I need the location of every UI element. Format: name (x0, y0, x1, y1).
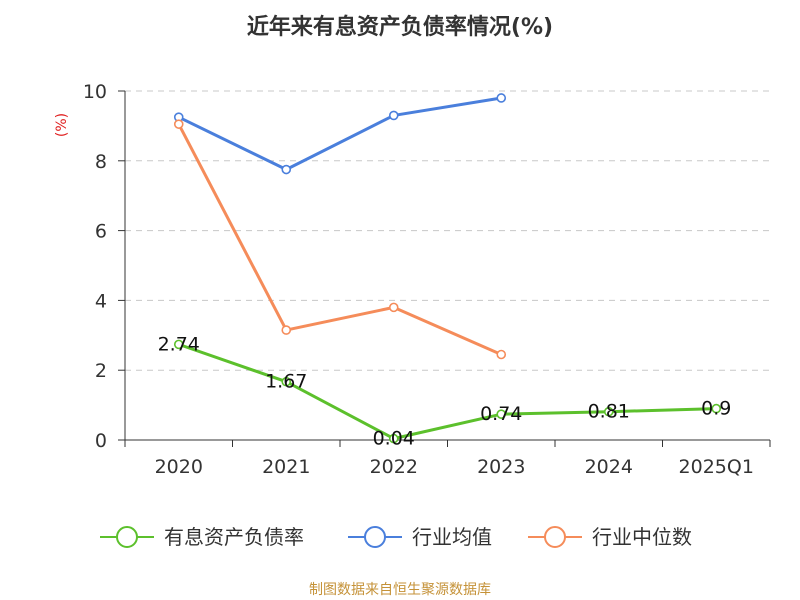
data-point (173, 119, 184, 129)
data-point (281, 376, 292, 387)
data-point (388, 302, 399, 313)
x-tick-label: 2021 (262, 456, 310, 478)
y-tick-label: 0 (95, 430, 107, 452)
source-note: 制图数据来自恒生聚源数据库 (309, 582, 491, 598)
data-point (173, 339, 184, 350)
data-point (711, 403, 722, 414)
legend: 有息资产负债率 行业均值 行业中位数 (100, 525, 692, 549)
y-tick-label: 10 (83, 81, 107, 103)
grid (125, 90, 770, 371)
chart-title: 近年来有息资产负债率情况(%) (247, 14, 553, 40)
x-tick-label: 2025Q1 (679, 456, 754, 478)
data-point (388, 433, 399, 444)
y-tick-label: 2 (95, 360, 107, 382)
legend-label: 行业中位数 (592, 525, 692, 549)
data-point (281, 164, 292, 175)
series-line (178, 96, 502, 172)
x-tick-label: 2023 (477, 456, 525, 478)
y-axis-label: (%) (54, 113, 70, 137)
legend-swatch-marker (364, 526, 386, 548)
data-point (388, 110, 399, 121)
x-tick-label: 2022 (370, 456, 418, 478)
y-tick-label: 8 (95, 151, 107, 173)
data-point (603, 406, 614, 417)
x-tick-label: 2020 (155, 456, 203, 478)
data-point (496, 349, 507, 360)
data-label: 0.81 (588, 401, 630, 423)
series-line (178, 342, 717, 441)
data-label: 2.74 (158, 333, 200, 355)
y-tick-label: 4 (95, 290, 107, 312)
axes: 0 2 4 6 8 10 2020 2021 2022 2023 2024 2025Q1 (83, 81, 771, 478)
data-label: 0.04 (373, 428, 415, 450)
data-label: 0.9 (701, 398, 731, 420)
series (173, 93, 722, 444)
series-line (177, 123, 502, 356)
legend-label: 行业均值 (412, 525, 492, 549)
data-label: 1.67 (265, 371, 307, 393)
legend-swatch-marker (116, 526, 138, 548)
y-tick-label: 6 (95, 221, 107, 243)
x-tick-label: 2024 (585, 456, 633, 478)
data-point (496, 93, 507, 103)
data-point (281, 325, 292, 335)
data-labels: 2.74 1.67 0.04 0.74 0.81 0.9 (158, 333, 732, 449)
data-point (496, 409, 507, 419)
data-label: 0.74 (480, 403, 522, 425)
legend-swatch-marker (544, 526, 566, 548)
legend-label: 有息资产负债率 (164, 525, 304, 549)
